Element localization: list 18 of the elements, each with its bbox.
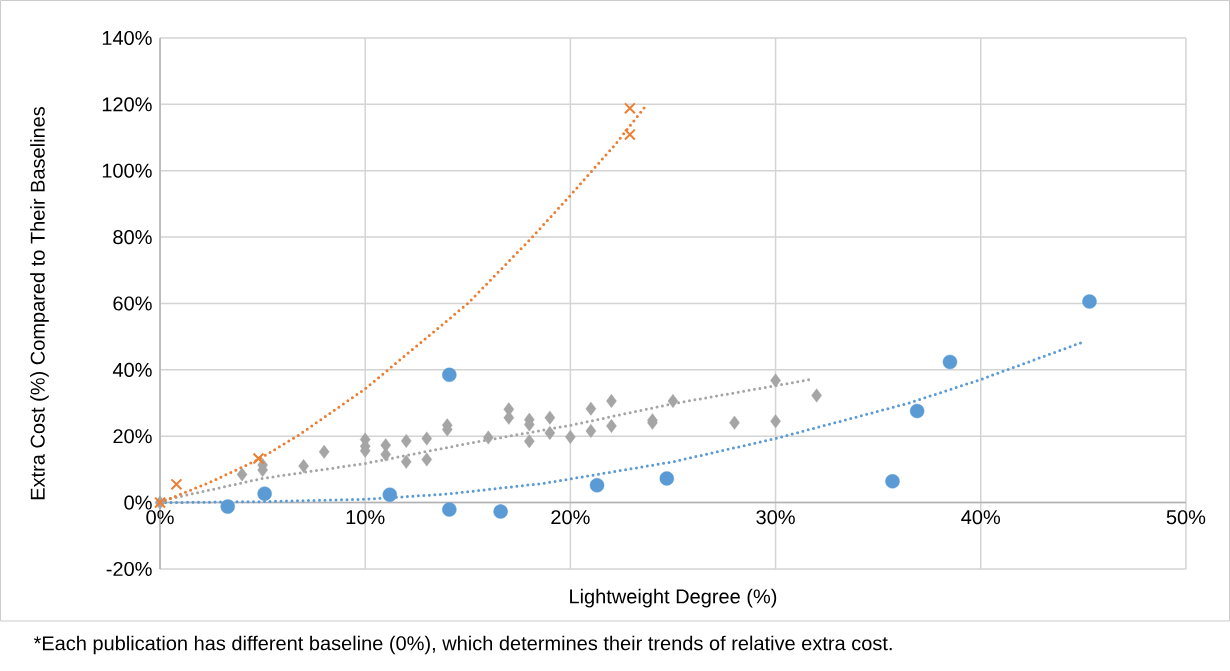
y-axis-title: Extra Cost (%) Compared to Their Baselines	[30, 106, 49, 500]
y-tick-label: 100%	[102, 163, 152, 178]
x-tick-label: 50%	[1166, 510, 1206, 525]
y-tick-label: 20%	[113, 429, 152, 444]
x-tick-label: 10%	[346, 510, 385, 525]
y-tick-label: 120%	[102, 97, 152, 112]
y-tick-label: -20%	[106, 561, 152, 577]
x-tick-label: 20%	[551, 510, 590, 525]
x-axis-title: Lightweight Degree (%)	[570, 588, 777, 608]
x-tick-label: 30%	[756, 510, 795, 525]
x-tick-label: 0%	[146, 510, 174, 525]
y-tick-label: 80%	[113, 230, 152, 245]
y-tick-label: 40%	[112, 362, 152, 377]
y-tick-label: 140%	[102, 30, 152, 46]
y-tick-label: 0%	[124, 495, 152, 510]
x-tick-label: 40%	[961, 510, 1001, 525]
y-tick-label: 60%	[113, 296, 152, 311]
text: *Each publication has different baseline (0%), which determines their trends of relative extra cost.	[33, 635, 892, 655]
